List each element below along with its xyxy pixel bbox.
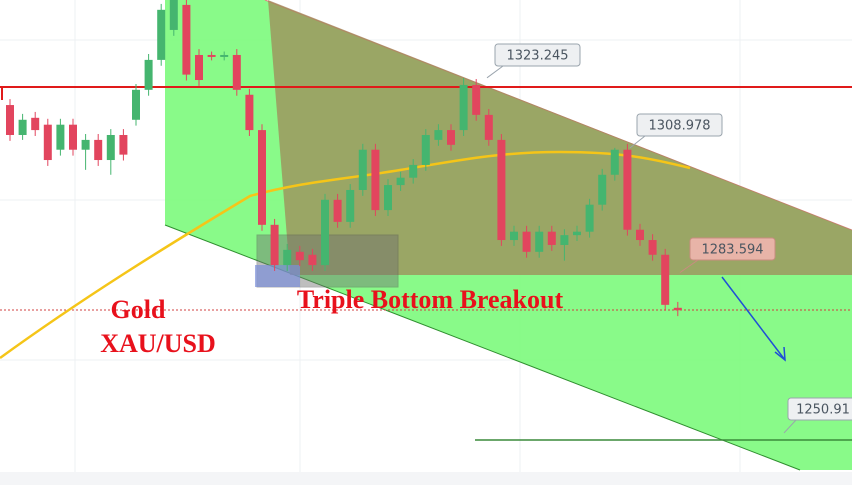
candle-body bbox=[358, 149, 367, 190]
candle-body bbox=[220, 54, 229, 57]
candle-body bbox=[636, 229, 644, 241]
candle-body bbox=[81, 139, 90, 150]
level-pointer bbox=[629, 135, 646, 149]
level-labels: 1323.245 1308.978 1283.594 1250.91 bbox=[486, 43, 852, 434]
level-box bbox=[636, 113, 723, 137]
candle-body bbox=[447, 130, 455, 145]
candle-body bbox=[144, 59, 153, 90]
level-box bbox=[494, 43, 581, 67]
candle-body bbox=[94, 139, 103, 161]
candle-body bbox=[31, 117, 40, 131]
candle-body bbox=[623, 149, 632, 230]
candle-body bbox=[207, 54, 216, 57]
candle-body bbox=[333, 199, 342, 222]
candles bbox=[6, 0, 682, 317]
candle-body bbox=[371, 149, 380, 211]
candle-body bbox=[535, 231, 544, 252]
level-box bbox=[689, 237, 776, 261]
bottom-zone-blue bbox=[255, 265, 300, 287]
candle-body bbox=[484, 114, 493, 140]
candle-body bbox=[43, 124, 52, 161]
bottom-strip bbox=[0, 472, 852, 485]
candle-body bbox=[560, 235, 569, 245]
candle-body bbox=[497, 139, 506, 241]
arrow bbox=[721, 276, 786, 362]
candle-body bbox=[346, 189, 355, 222]
candle-body bbox=[434, 130, 443, 140]
candle-body bbox=[459, 84, 468, 131]
candle-body bbox=[661, 254, 670, 305]
candle-body bbox=[673, 307, 682, 311]
candle-body bbox=[585, 204, 594, 232]
annotation: XAU/USD bbox=[100, 329, 216, 358]
candle-body bbox=[270, 224, 279, 266]
level-pointer bbox=[783, 419, 797, 434]
candle-body bbox=[396, 177, 405, 186]
candle-body bbox=[573, 231, 581, 236]
candle-body bbox=[157, 9, 166, 60]
level-label: 1323.245 bbox=[506, 49, 568, 64]
candle-body bbox=[295, 251, 304, 261]
candle-body bbox=[510, 231, 518, 241]
level-pointer bbox=[679, 259, 699, 273]
level-label: 1283.594 bbox=[701, 243, 763, 258]
candle-body bbox=[6, 105, 14, 135]
level-label: 1250.91 bbox=[796, 403, 850, 418]
candle-body bbox=[421, 134, 430, 165]
candle-body bbox=[648, 240, 657, 255]
candle-body bbox=[547, 231, 556, 245]
candle-body bbox=[69, 124, 77, 150]
level-pointer bbox=[486, 65, 504, 79]
annotation: Gold bbox=[111, 295, 166, 324]
candle-body bbox=[132, 89, 140, 120]
candle-body bbox=[18, 119, 27, 135]
candle-body bbox=[283, 249, 292, 266]
candle-body bbox=[409, 164, 418, 178]
annotation: Triple Bottom Breakout bbox=[297, 285, 564, 314]
candle-body bbox=[258, 130, 266, 225]
candle-body bbox=[245, 94, 254, 131]
candle-body bbox=[384, 185, 392, 211]
level-label: 1308.978 bbox=[648, 119, 710, 134]
candle-body bbox=[119, 134, 128, 155]
candle-body bbox=[195, 54, 203, 81]
candle-body bbox=[610, 149, 619, 175]
candle-body bbox=[598, 174, 607, 205]
candle-body bbox=[522, 231, 531, 252]
level-box bbox=[787, 397, 852, 421]
candle-body bbox=[106, 134, 115, 161]
candle-body bbox=[308, 254, 317, 266]
candle-body bbox=[232, 54, 241, 90]
candle-body bbox=[169, 0, 178, 30]
candle-body bbox=[56, 124, 65, 150]
triangle-fill bbox=[268, 0, 852, 275]
candle-body bbox=[472, 84, 481, 115]
candle-body bbox=[182, 4, 191, 75]
candle-body bbox=[321, 199, 329, 266]
